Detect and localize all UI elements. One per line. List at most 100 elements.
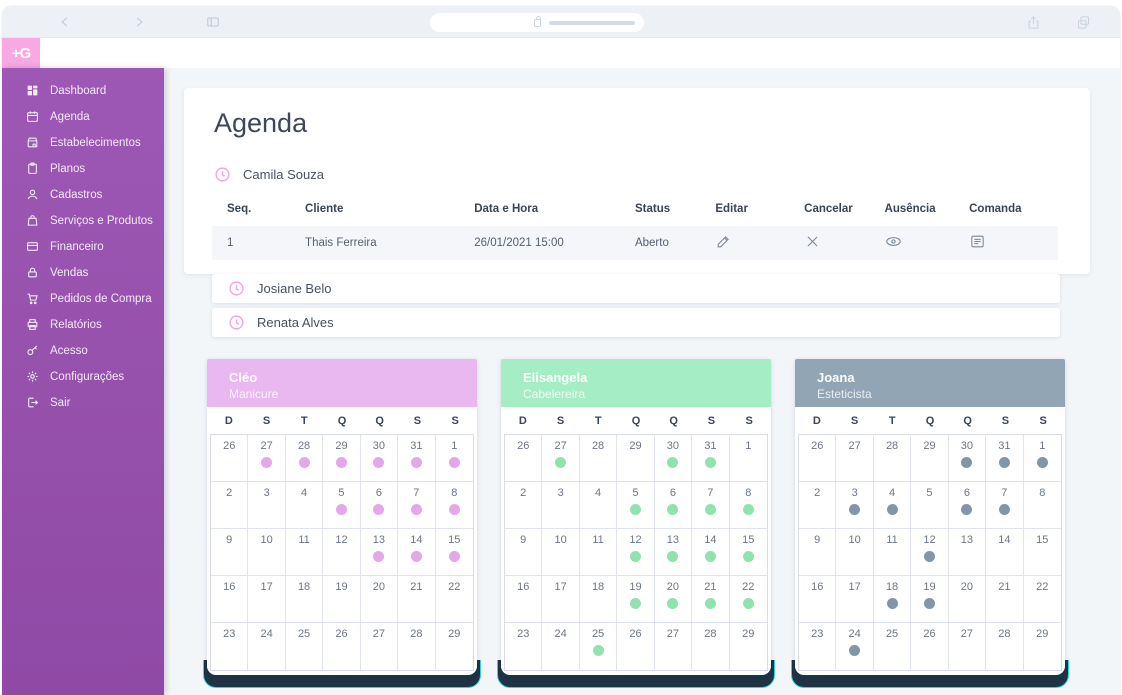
calendar-day-cell[interactable]: 9 <box>505 529 543 576</box>
professional-accordion-camila[interactable]: Camila Souza <box>214 166 1058 183</box>
sidebar-item-servicos-e-produtos[interactable]: Serviços e Produtos <box>2 208 164 233</box>
calendar-day-cell[interactable]: 18 <box>873 576 912 623</box>
address-bar[interactable] <box>430 13 644 32</box>
calendar-day-cell[interactable]: 26 <box>799 435 837 482</box>
calendar-day-cell[interactable]: 17 <box>542 576 580 623</box>
calendar-day-cell[interactable]: 10 <box>542 529 580 576</box>
calendar-day-cell[interactable]: 10 <box>248 529 286 576</box>
calendar-day-cell[interactable]: 29 <box>436 623 473 670</box>
calendar-day-cell[interactable]: 29 <box>617 435 655 482</box>
eye-icon[interactable] <box>885 233 902 250</box>
calendar-day-cell[interactable]: 16 <box>505 576 543 623</box>
sidebar-item-agenda[interactable]: Agenda <box>2 104 164 129</box>
calendar-day-cell[interactable]: 31 <box>692 435 730 482</box>
sidebar-item-cadastros[interactable]: Cadastros <box>2 182 164 207</box>
calendar-day-cell[interactable]: 6 <box>654 482 693 529</box>
calendar-day-cell[interactable]: 4 <box>873 482 912 529</box>
calendar-day-cell[interactable]: 25 <box>874 623 912 670</box>
calendar-day-cell[interactable]: 29 <box>1024 623 1061 670</box>
calendar-day-cell[interactable]: 27 <box>655 623 693 670</box>
calendar-day-cell[interactable]: 29 <box>323 435 361 482</box>
calendar-day-cell[interactable]: 8 <box>435 482 473 529</box>
calendar-day-cell[interactable]: 18 <box>285 576 324 623</box>
calendar-day-cell[interactable]: 11 <box>579 529 618 576</box>
professional-accordion-renata[interactable]: Renata Alves <box>212 308 1060 337</box>
comanda-icon[interactable] <box>969 233 986 250</box>
calendar-day-cell[interactable]: 13 <box>654 529 693 576</box>
calendar-day-cell[interactable]: 2 <box>211 482 249 529</box>
calendar-day-cell[interactable]: 21 <box>692 576 730 623</box>
calendar-day-cell[interactable]: 3 <box>542 482 580 529</box>
calendar-day-cell[interactable]: 7 <box>398 482 436 529</box>
calendar-day-cell[interactable]: 26 <box>911 623 949 670</box>
calendar-day-cell[interactable]: 19 <box>323 576 361 623</box>
calendar-day-cell[interactable]: 23 <box>505 623 543 670</box>
calendar-day-cell[interactable]: 24 <box>542 623 580 670</box>
calendar-day-cell[interactable]: 12 <box>911 529 949 576</box>
calendar-day-cell[interactable]: 2 <box>799 482 837 529</box>
sidebar-item-dashboard[interactable]: Dashboard <box>2 78 164 103</box>
calendar-day-cell[interactable]: 18 <box>579 576 618 623</box>
calendar-day-cell[interactable]: 26 <box>323 623 361 670</box>
calendar-day-cell[interactable]: 9 <box>211 529 249 576</box>
calendar-day-cell[interactable]: 6 <box>948 482 987 529</box>
calendar-day-cell[interactable]: 14 <box>692 529 730 576</box>
calendar-day-cell[interactable]: 28 <box>692 623 730 670</box>
calendar-day-cell[interactable]: 29 <box>911 435 949 482</box>
calendar-day-cell[interactable]: 6 <box>360 482 399 529</box>
calendar-day-cell[interactable]: 20 <box>654 576 693 623</box>
calendar-day-cell[interactable]: 14 <box>986 529 1024 576</box>
sidebar-item-pedidos-de-compra[interactable]: Pedidos de Compra <box>2 286 164 311</box>
calendar-day-cell[interactable]: 29 <box>730 623 767 670</box>
calendar-day-cell[interactable]: 8 <box>1023 482 1061 529</box>
calendar-day-cell[interactable]: 25 <box>286 623 324 670</box>
calendar-day-cell[interactable]: 28 <box>579 435 618 482</box>
calendar-day-cell[interactable]: 19 <box>617 576 655 623</box>
calendar-day-cell[interactable]: 10 <box>836 529 874 576</box>
pencil-icon[interactable] <box>715 233 732 250</box>
sidebar-item-vendas[interactable]: Vendas <box>2 260 164 285</box>
sidebar-item-relatorios[interactable]: Relatórios <box>2 312 164 337</box>
calendar-day-cell[interactable]: 28 <box>873 435 912 482</box>
calendar-day-cell[interactable]: 26 <box>211 435 249 482</box>
sidebar-item-estabelecimentos[interactable]: Estabelecimentos <box>2 130 164 155</box>
calendar-day-cell[interactable]: 27 <box>542 435 580 482</box>
calendar-day-cell[interactable]: 17 <box>248 576 286 623</box>
calendar-day-cell[interactable]: 28 <box>398 623 436 670</box>
calendar-day-cell[interactable]: 27 <box>836 435 874 482</box>
calendar-day-cell[interactable]: 5 <box>911 482 949 529</box>
calendar-day-cell[interactable]: 13 <box>360 529 399 576</box>
calendar-day-cell[interactable]: 12 <box>323 529 361 576</box>
calendar-day-cell[interactable]: 24 <box>248 623 286 670</box>
calendar-day-cell[interactable]: 20 <box>948 576 987 623</box>
calendar-day-cell[interactable]: 24 <box>836 623 874 670</box>
sidebar-item-configuracoes[interactable]: Configurações <box>2 364 164 389</box>
sidebar-item-sair[interactable]: Sair <box>2 390 164 415</box>
calendar-day-cell[interactable]: 30 <box>948 435 987 482</box>
calendar-day-cell[interactable]: 15 <box>729 529 767 576</box>
calendar-day-cell[interactable]: 15 <box>1023 529 1061 576</box>
calendar-day-cell[interactable]: 9 <box>799 529 837 576</box>
professional-accordion-josiane[interactable]: Josiane Belo <box>212 274 1060 303</box>
calendar-day-cell[interactable]: 14 <box>398 529 436 576</box>
calendar-day-cell[interactable]: 7 <box>692 482 730 529</box>
calendar-day-cell[interactable]: 21 <box>986 576 1024 623</box>
sidebar-item-acesso[interactable]: Acesso <box>2 338 164 363</box>
sidebar-item-planos[interactable]: Planos <box>2 156 164 181</box>
calendar-day-cell[interactable]: 30 <box>654 435 693 482</box>
calendar-day-cell[interactable]: 30 <box>360 435 399 482</box>
calendar-day-cell[interactable]: 12 <box>617 529 655 576</box>
calendar-day-cell[interactable]: 3 <box>836 482 874 529</box>
calendar-day-cell[interactable]: 23 <box>799 623 837 670</box>
calendar-day-cell[interactable]: 4 <box>285 482 324 529</box>
calendar-day-cell[interactable]: 3 <box>248 482 286 529</box>
calendar-day-cell[interactable]: 16 <box>211 576 249 623</box>
calendar-day-cell[interactable]: 27 <box>949 623 987 670</box>
calendar-day-cell[interactable]: 1 <box>435 435 473 482</box>
calendar-day-cell[interactable]: 15 <box>435 529 473 576</box>
calendar-day-cell[interactable]: 22 <box>1023 576 1061 623</box>
calendar-day-cell[interactable]: 16 <box>799 576 837 623</box>
cancel-x-icon[interactable] <box>804 233 821 250</box>
calendar-day-cell[interactable]: 8 <box>729 482 767 529</box>
calendar-day-cell[interactable]: 28 <box>285 435 324 482</box>
